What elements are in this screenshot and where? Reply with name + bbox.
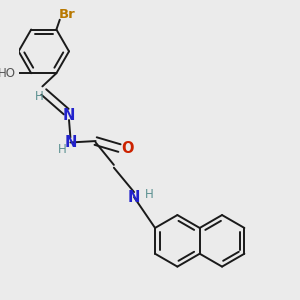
Text: H: H bbox=[35, 90, 44, 103]
Text: H: H bbox=[58, 143, 67, 156]
Text: Br: Br bbox=[59, 8, 75, 21]
Text: O: O bbox=[121, 141, 134, 156]
Text: H: H bbox=[145, 188, 154, 201]
Text: N: N bbox=[64, 135, 76, 150]
Text: N: N bbox=[63, 108, 75, 123]
Text: HO: HO bbox=[0, 67, 16, 80]
Text: N: N bbox=[128, 190, 140, 205]
